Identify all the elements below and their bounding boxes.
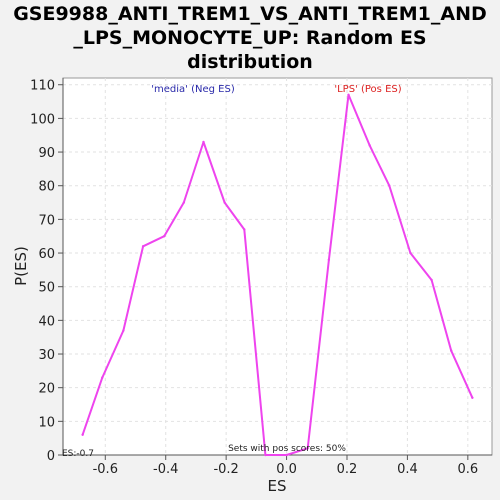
x-axis-ticks: -0.6 -0.4 -0.2 0.0 0.2 0.4 0.6 xyxy=(93,455,478,477)
data-point xyxy=(450,349,453,352)
data-point xyxy=(81,433,84,437)
annotation-neg-es: 'media' (Neg ES) xyxy=(151,84,235,95)
x-tick-label: -0.2 xyxy=(213,462,238,477)
x-tick-label: 0.2 xyxy=(337,462,358,477)
annotation-es-value: ES:-0.7 xyxy=(62,449,94,459)
data-point xyxy=(368,144,371,147)
data-point xyxy=(327,258,331,261)
x-tick-label: 0.0 xyxy=(276,462,297,477)
y-tick-label: 90 xyxy=(38,146,55,161)
y-axis-label: P(ES) xyxy=(12,246,30,286)
data-point xyxy=(243,228,246,231)
annotation-pos-scores: Sets with pos scores: 50% xyxy=(228,444,346,454)
y-tick-label: 50 xyxy=(38,281,55,296)
data-point xyxy=(285,453,288,457)
y-tick-label: 80 xyxy=(38,180,55,195)
x-tick-label: -0.6 xyxy=(93,462,118,477)
annotation-pos-es: 'LPS' (Pos ES) xyxy=(334,84,401,95)
data-point xyxy=(471,396,474,399)
series-line xyxy=(81,93,474,456)
y-tick-label: 70 xyxy=(38,213,55,228)
x-axis-label: ES xyxy=(268,477,287,495)
data-point xyxy=(409,251,412,255)
data-point xyxy=(202,140,205,144)
data-point xyxy=(388,184,391,187)
data-point xyxy=(347,93,350,97)
data-point xyxy=(101,376,104,379)
data-point xyxy=(141,245,145,248)
y-tick-label: 20 xyxy=(38,382,55,397)
chart-title-line-3: distribution xyxy=(187,51,313,73)
chart-title-line-2: _LPS_MONOCYTE_UP: Random ES xyxy=(73,27,426,49)
y-tick-label: 30 xyxy=(38,348,55,363)
plot-area xyxy=(62,77,493,456)
x-tick-label: 0.4 xyxy=(397,462,418,477)
data-point xyxy=(264,453,267,457)
y-axis-ticks: 0 10 20 30 40 50 60 70 80 90 100 110 xyxy=(30,79,63,464)
x-tick-label: 0.6 xyxy=(457,462,478,477)
data-point xyxy=(223,201,226,204)
y-tick-label: 10 xyxy=(38,415,55,430)
y-tick-label: 0 xyxy=(47,449,55,464)
y-tick-label: 40 xyxy=(38,314,55,329)
data-point xyxy=(306,447,309,450)
x-tick-label: -0.4 xyxy=(153,462,178,477)
data-point xyxy=(430,278,433,282)
series-points xyxy=(81,93,474,457)
grid-lines xyxy=(63,78,492,456)
chart-title-line-1: GSE9988_ANTI_TREM1_VS_ANTI_TREM1_AND xyxy=(13,3,487,25)
data-point xyxy=(122,329,125,332)
y-tick-label: 60 xyxy=(38,247,55,262)
data-point xyxy=(182,201,186,204)
y-tick-label: 110 xyxy=(30,79,55,94)
data-point xyxy=(163,235,166,238)
y-tick-label: 100 xyxy=(30,112,55,127)
